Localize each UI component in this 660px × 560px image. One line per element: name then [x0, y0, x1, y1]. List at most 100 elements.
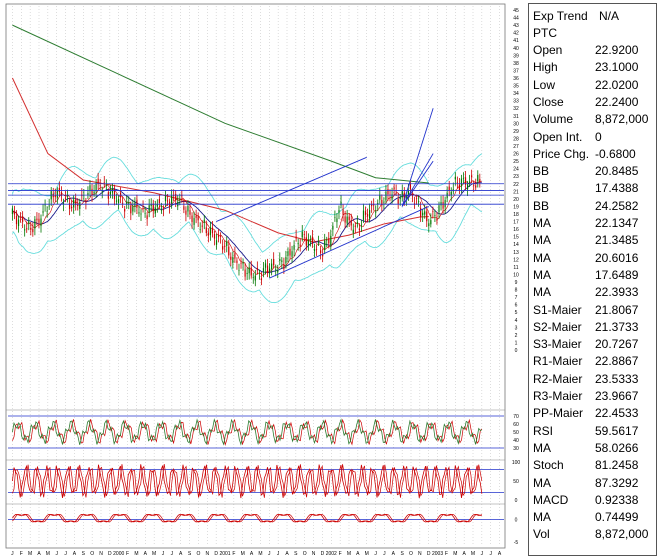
candle-body: [301, 231, 303, 238]
candle-body: [456, 181, 458, 183]
candle-body: [432, 211, 434, 213]
candle-body: [166, 200, 169, 202]
time-axis-label: D: [214, 551, 218, 557]
time-axis-label: J: [55, 551, 58, 557]
candle-body: [424, 211, 426, 215]
candle-body: [371, 204, 373, 207]
candle-body: [26, 228, 28, 230]
time-axis-label: F: [126, 551, 129, 557]
time-axis-label: 2000: [113, 551, 124, 557]
panel-row-value: 22.4533: [595, 406, 639, 421]
time-axis-label: F: [232, 551, 235, 557]
panel-row-label: MA: [533, 250, 551, 265]
candle-body: [117, 199, 120, 203]
time-axis-label: O: [303, 551, 307, 557]
panel-row-value: 23.1000: [595, 60, 639, 75]
panel-row-value: 17.6489: [595, 267, 639, 282]
candle-body: [364, 211, 367, 216]
candle-body: [338, 210, 340, 213]
candle-body: [442, 201, 444, 209]
candle-body: [93, 191, 95, 194]
expansion-line: [401, 160, 434, 207]
time-axis-label: F: [339, 551, 342, 557]
price-axis-label: 2: [515, 333, 518, 339]
candle-body: [330, 235, 332, 246]
time-axis-label: N: [418, 551, 422, 557]
panel-row-label: Open: [533, 43, 563, 57]
time-axis-label: M: [365, 551, 369, 557]
candle-body: [279, 259, 281, 261]
price-axis-label: 21: [513, 189, 519, 195]
candle-body: [440, 201, 442, 206]
bollinger-bands: [11, 153, 483, 304]
time-axis-label: M: [152, 551, 156, 557]
candle-body: [473, 185, 475, 186]
rsi-pane: [6, 409, 505, 449]
candle-body: [128, 202, 130, 204]
candle-body: [422, 212, 424, 216]
time-axis-label: A: [462, 551, 466, 557]
candle-body: [79, 201, 81, 209]
panel-row-label: Close: [533, 94, 564, 109]
price-axis-label: 0: [515, 348, 518, 354]
candle-body: [40, 218, 42, 227]
panel-row: Volume 8,872,000: [533, 111, 657, 128]
panel-row-value: 22.0200: [595, 77, 639, 92]
bb-lower-line: [12, 204, 483, 304]
panel-row: Close 22.2400: [533, 94, 657, 111]
price-axis-label: 4: [515, 318, 518, 324]
time-axis-label: A: [179, 551, 183, 557]
panel-row-label: BB: [533, 181, 550, 196]
panel-row-value: 23.5333: [595, 371, 639, 386]
candle-body: [350, 219, 352, 226]
candle-body: [209, 227, 212, 236]
candle-body: [264, 263, 267, 268]
candle-body: [248, 267, 250, 274]
candle-body: [466, 184, 469, 190]
candle-body: [403, 192, 405, 201]
panel-row: MA 87.3292: [533, 475, 657, 492]
candle-body: [183, 206, 185, 210]
candle-body: [417, 201, 420, 203]
price-axis-label: 32: [513, 106, 519, 112]
candle-body: [193, 218, 195, 225]
panel-row-value: 0.92338: [595, 492, 639, 507]
candle-body: [122, 202, 124, 204]
candle-body: [54, 195, 56, 198]
time-axis: J F M A M J J A S O N D 2000 F M A M J J A S O N D 2001 F M A M J J A S O…: [11, 551, 502, 557]
candle-body: [60, 192, 63, 197]
candle-body: [171, 195, 173, 204]
price-axis-label: 24: [513, 167, 519, 173]
candle-body: [471, 175, 473, 178]
time-axis-label: M: [46, 551, 50, 557]
time-axis-label: J: [11, 551, 14, 557]
panel-row-value: 8,872,000: [595, 112, 649, 127]
panel-title: Exp Trend N/A: [533, 8, 657, 25]
candle-body: [369, 210, 371, 219]
panel-row-value: 22.1347: [595, 216, 639, 230]
price-axis-label: 45: [513, 8, 519, 14]
candle-body: [124, 209, 126, 212]
candle-body: [434, 215, 436, 217]
candle-body: [289, 248, 291, 256]
candle-body: [38, 218, 40, 223]
candle-body: [228, 246, 230, 256]
candle-body: [148, 205, 150, 213]
time-axis-label: J: [481, 551, 484, 557]
candle-body: [162, 209, 165, 211]
panel-row-label: BB: [533, 164, 550, 179]
price-axis-label: 36: [513, 76, 519, 82]
candle-body: [342, 209, 344, 215]
candle-body: [36, 218, 38, 221]
panel-row-value: 87.3292: [595, 475, 639, 490]
panel-row-value: 22.2400: [595, 94, 639, 109]
panel-row-label: S1-Maier: [533, 302, 582, 317]
candle-body: [356, 222, 358, 224]
candle-body: [150, 204, 152, 206]
candle-body: [89, 185, 91, 191]
price-axis-label: 41: [513, 38, 519, 44]
time-axis-label: A: [498, 551, 502, 557]
candle-body: [373, 204, 375, 206]
candle-body: [395, 190, 397, 192]
